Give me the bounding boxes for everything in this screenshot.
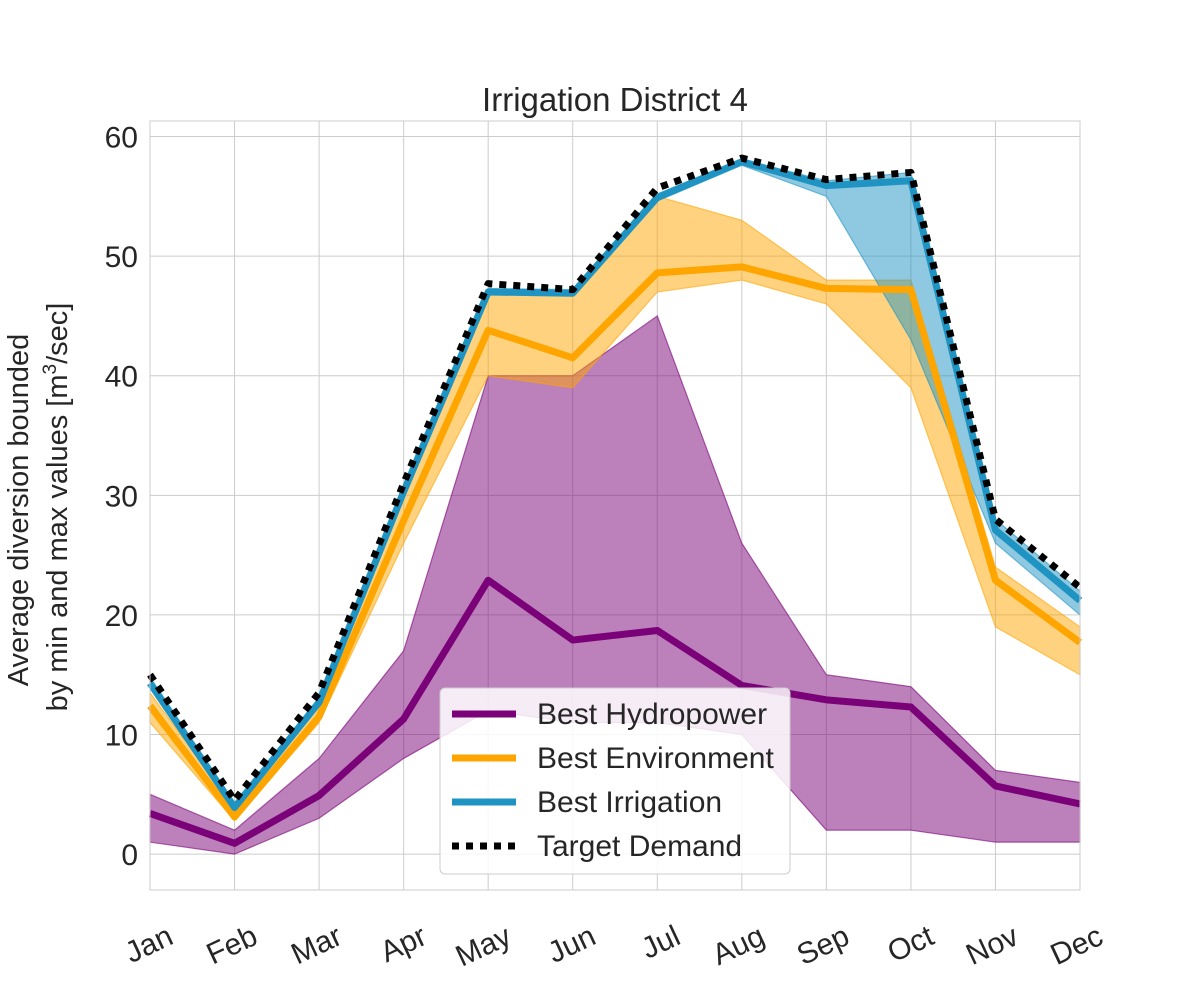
x-tick-label: Jun [543,919,601,969]
y-axis-label-line2: by min and max values [m3/sec] [40,303,74,712]
x-tick-label: Nov [961,919,1023,971]
y-tick-labels: 0 10 20 30 40 50 60 [105,122,138,873]
x-tick-label: Apr [375,919,431,969]
x-tick-label: May [451,919,516,973]
legend-label-target-demand: Target Demand [537,830,742,863]
x-tick-label: Sep [792,919,854,971]
legend-box [439,687,791,875]
line-best-environment [147,263,1083,821]
y-tick-label: 30 [105,480,138,513]
y-tick-label: 10 [105,720,138,753]
plot-frame [149,120,1081,891]
x-tick-label: Oct [883,919,940,969]
line-best-hydropower [148,576,1081,847]
y-axis-label-line1: Average diversion bounded [3,334,35,687]
y-tick-label: 40 [105,361,138,394]
x-tick-label: Mar [286,919,347,971]
x-tick-label: Jul [637,919,686,965]
x-tick-label: Jan [120,919,178,969]
y-tick-label: 50 [105,241,138,274]
y-tick-label: 60 [105,122,138,155]
legend-label-best-hydropower: Best Hydropower [537,698,767,731]
x-tick-label: Aug [707,919,769,971]
legend: Best Hydropower Best Environment Best Irri… [439,687,791,875]
chart-title: Irrigation District 4 [482,81,748,118]
series-lines [147,154,1083,847]
legend-label-best-environment: Best Environment [537,742,774,775]
y-tick-label: 0 [121,839,138,872]
x-tick-label: Feb [202,919,263,971]
legend-label-best-irrigation: Best Irrigation [537,786,722,819]
x-tick-labels: Jan Feb Mar Apr May Jun Jul Aug Sep Oct Nov Dec [120,919,1108,973]
x-tick-label: Dec [1046,919,1108,971]
y-tick-label: 20 [105,600,138,633]
